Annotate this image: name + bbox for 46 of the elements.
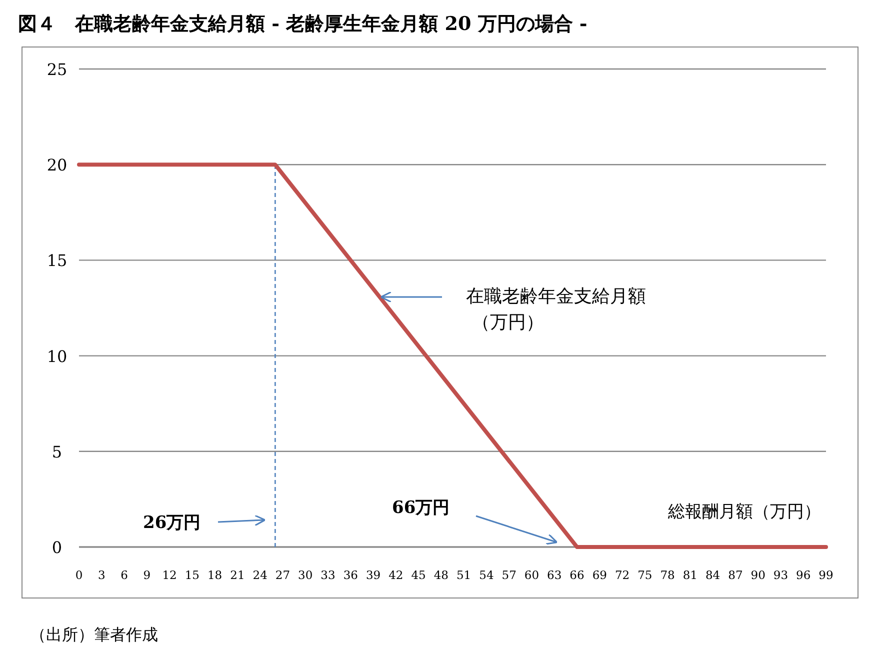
annotation: 26万円 <box>143 513 201 533</box>
x-tick-label: 3 <box>98 568 106 582</box>
x-tick-label: 51 <box>456 568 472 582</box>
y-tick-label: 10 <box>46 346 68 366</box>
x-tick-label: 84 <box>706 568 720 582</box>
x-tick-label: 15 <box>184 568 200 582</box>
x-tick-label: 45 <box>411 568 426 582</box>
x-tick-label: 33 <box>320 568 336 582</box>
x-tick-label: 42 <box>388 568 404 582</box>
y-tick-label: 0 <box>52 538 62 557</box>
x-tick-label: 21 <box>230 568 245 582</box>
x-tick-label: 93 <box>773 568 788 582</box>
y-tick-label: 20 <box>46 156 68 175</box>
x-tick-label: 27 <box>275 568 290 582</box>
x-tick-label: 75 <box>638 568 652 582</box>
x-tick-label: 39 <box>366 568 381 582</box>
y-tick-label: 15 <box>46 251 68 270</box>
x-tick-label: 78 <box>660 568 675 582</box>
x-tick-label: 18 <box>208 568 222 582</box>
x-tick-label: 30 <box>298 568 313 582</box>
x-tick-label: 66 <box>570 568 584 582</box>
annotation: 在職老齢年金支給月額（万円） <box>466 286 646 333</box>
x-tick-label: 81 <box>682 568 698 582</box>
x-tick-label: 36 <box>343 568 358 582</box>
x-tick-label: 54 <box>479 568 494 582</box>
x-tick-label: 48 <box>434 568 448 582</box>
x-tick-label: 0 <box>75 568 83 582</box>
chart-title: 図４ 在職老齢年金支給月額 - 老齢厚生年金月額 20 万円の場合 - <box>18 13 588 35</box>
y-tick-label: 5 <box>52 442 62 462</box>
x-tick-label: 6 <box>120 568 128 582</box>
x-tick-label: 87 <box>728 568 743 582</box>
x-tick-label: 12 <box>162 568 177 582</box>
x-tick-label: 60 <box>524 568 540 582</box>
x-tick-label: 99 <box>818 568 834 582</box>
x-tick-label: 9 <box>143 568 151 582</box>
x-tick-label: 90 <box>750 568 766 582</box>
x-tick-label: 24 <box>252 568 268 582</box>
annotation: 66万円 <box>392 498 450 518</box>
x-axis-title: 総報酬月額（万円） <box>667 502 821 522</box>
x-tick-label: 96 <box>796 568 811 582</box>
y-tick-label: 25 <box>46 60 68 79</box>
text: （出所）筆者作成 <box>30 625 158 644</box>
x-tick-label: 69 <box>592 568 607 582</box>
x-tick-label: 63 <box>547 568 562 582</box>
x-tick-label: 72 <box>614 568 630 582</box>
x-tick-label: 57 <box>502 568 516 582</box>
